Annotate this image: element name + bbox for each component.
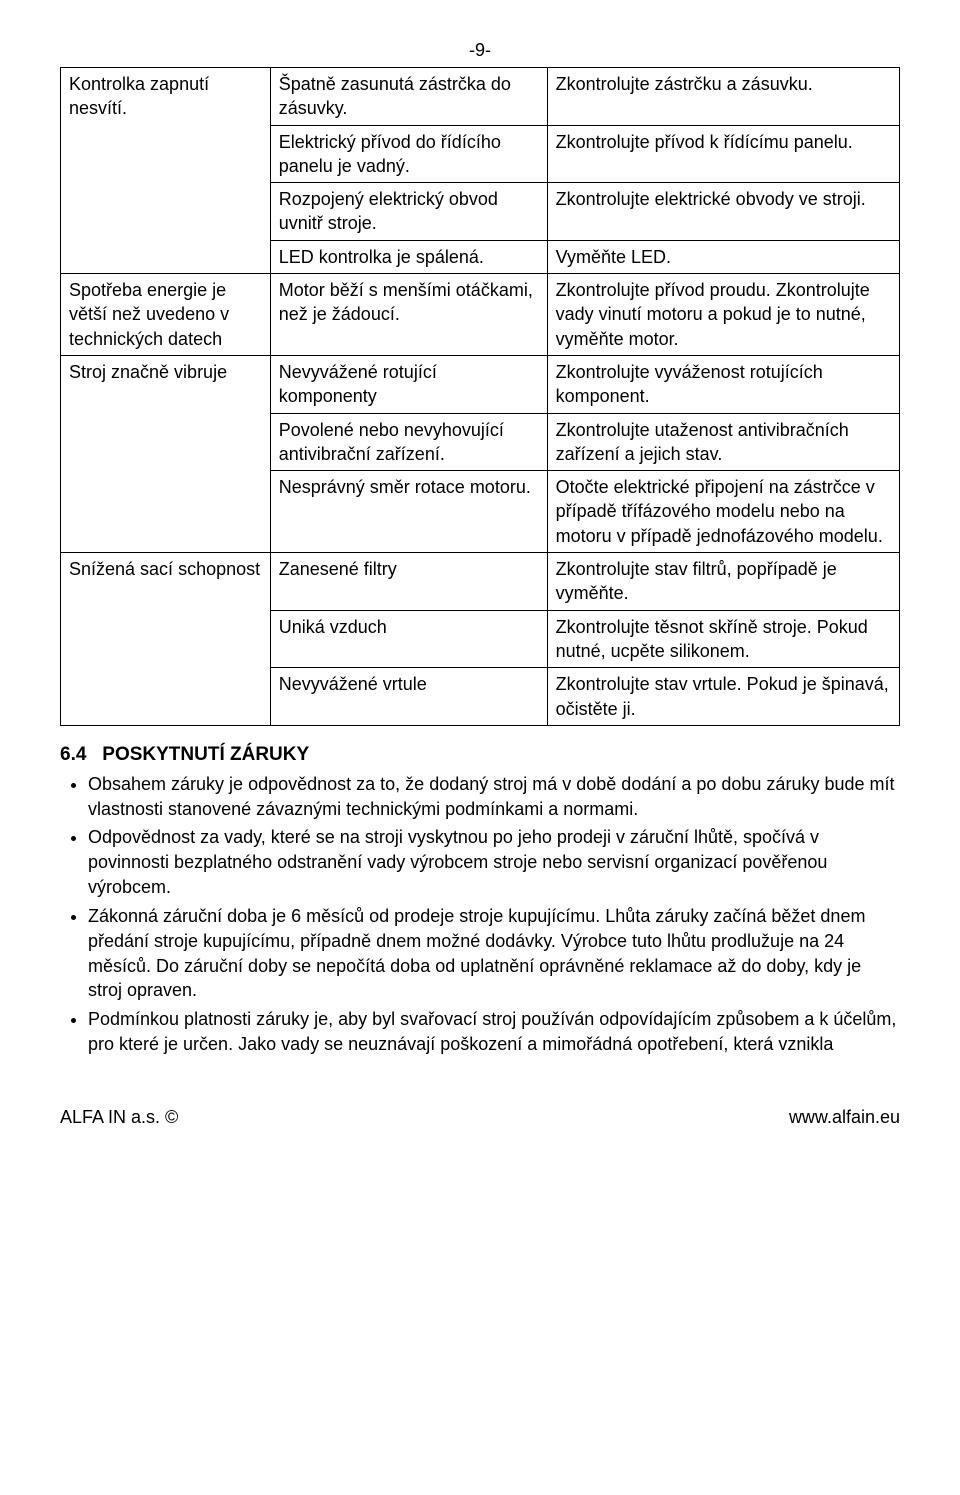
section-heading: 6.4 POSKYTNUTÍ ZÁRUKY: [60, 744, 900, 766]
page: -9- Kontrolka zapnutí nesvítí.Špatně zas…: [0, 0, 960, 1148]
warranty-bullets: Obsahem záruky je odpovědnost za to, že …: [60, 772, 900, 1057]
table-cell-symptom: Kontrolka zapnutí nesvítí.: [61, 68, 271, 274]
table-cell-remedy: Otočte elektrické připojení na zástrčce …: [547, 471, 899, 553]
table-cell-cause: Zanesené filtry: [270, 553, 547, 611]
footer-right: www.alfain.eu: [789, 1107, 900, 1128]
footer-left: ALFA IN a.s. ©: [60, 1107, 178, 1128]
table-cell-cause: Elektrický přívod do řídícího panelu je …: [270, 125, 547, 183]
table-cell-cause: Špatně zasunutá zástrčka do zásuvky.: [270, 68, 547, 126]
table-cell-remedy: Zkontrolujte stav vrtule. Pokud je špina…: [547, 668, 899, 726]
table-row: Snížená sací schopnostZanesené filtryZko…: [61, 553, 900, 611]
table-cell-cause: Rozpojený elektrický obvod uvnitř stroje…: [270, 183, 547, 241]
troubleshooting-table: Kontrolka zapnutí nesvítí.Špatně zasunut…: [60, 67, 900, 726]
table-cell-symptom: Stroj značně vibruje: [61, 355, 271, 552]
table-cell-cause: Uniká vzduch: [270, 610, 547, 668]
table-cell-remedy: Zkontrolujte stav filtrů, popřípadě je v…: [547, 553, 899, 611]
table-cell-remedy: Vyměňte LED.: [547, 240, 899, 273]
table-cell-remedy: Zkontrolujte vyváženost rotujících kompo…: [547, 355, 899, 413]
table-cell-cause: Nevyvážené rotující komponenty: [270, 355, 547, 413]
table-cell-cause: Povolené nebo nevyhovující antivibrační …: [270, 413, 547, 471]
table-cell-cause: LED kontrolka je spálená.: [270, 240, 547, 273]
list-item: Obsahem záruky je odpovědnost za to, že …: [88, 772, 900, 822]
page-footer: ALFA IN a.s. © www.alfain.eu: [60, 1107, 900, 1128]
list-item: Podmínkou platnosti záruky je, aby byl s…: [88, 1007, 900, 1057]
table-cell-cause: Nesprávný směr rotace motoru.: [270, 471, 547, 553]
table-cell-remedy: Zkontrolujte přívod proudu. Zkontrolujte…: [547, 274, 899, 356]
table-cell-remedy: Zkontrolujte zástrčku a zásuvku.: [547, 68, 899, 126]
table-cell-symptom: Snížená sací schopnost: [61, 553, 271, 726]
table-cell-symptom: Spotřeba energie je větší než uvedeno v …: [61, 274, 271, 356]
section-number: 6.4: [60, 744, 86, 765]
table-row: Stroj značně vibrujeNevyvážené rotující …: [61, 355, 900, 413]
table-cell-remedy: Zkontrolujte přívod k řídícímu panelu.: [547, 125, 899, 183]
section-title: POSKYTNUTÍ ZÁRUKY: [102, 744, 309, 765]
table-row: Spotřeba energie je větší než uvedeno v …: [61, 274, 900, 356]
page-number: -9-: [60, 40, 900, 61]
list-item: Odpovědnost za vady, které se na stroji …: [88, 825, 900, 899]
table-cell-cause: Motor běží s menšími otáčkami, než je žá…: [270, 274, 547, 356]
list-item: Zákonná záruční doba je 6 měsíců od prod…: [88, 904, 900, 1003]
table-cell-remedy: Zkontrolujte elektrické obvody ve stroji…: [547, 183, 899, 241]
table-cell-cause: Nevyvážené vrtule: [270, 668, 547, 726]
table-cell-remedy: Zkontrolujte utaženost antivibračních za…: [547, 413, 899, 471]
table-row: Kontrolka zapnutí nesvítí.Špatně zasunut…: [61, 68, 900, 126]
table-cell-remedy: Zkontrolujte těsnot skříně stroje. Pokud…: [547, 610, 899, 668]
